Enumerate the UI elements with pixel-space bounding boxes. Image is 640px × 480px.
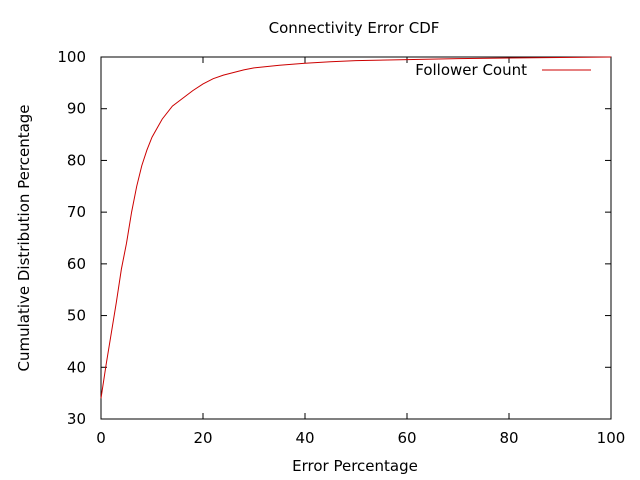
y-tick-label: 90 [67,100,86,118]
axis-ticks [100,56,612,420]
series-group [100,56,612,399]
x-tick-label: 80 [499,429,518,447]
x-tick-label: 0 [96,429,106,447]
plot-frame [100,56,612,420]
x-tick-label: 20 [193,429,212,447]
axis-tick-labels: 0 20 40 60 80 100 30 40 50 60 70 80 90 100 [57,48,625,447]
x-tick-label: 60 [397,429,416,447]
x-axis-label: Error Percentage [292,457,418,475]
x-tick-label: 40 [295,429,314,447]
legend: Follower Count [415,61,591,79]
y-tick-label: 70 [67,203,86,221]
y-tick-label: 60 [67,255,86,273]
x-tick-label: 100 [597,429,626,447]
series-line-follower-count [100,56,612,399]
y-tick-label: 40 [67,358,86,376]
chart-title: Connectivity Error CDF [269,19,440,37]
y-tick-label: 30 [67,410,86,428]
y-axis-label: Cumulative Distribution Percentage [15,104,33,371]
y-tick-label: 80 [67,151,86,169]
legend-label: Follower Count [415,61,527,79]
y-tick-label: 50 [67,307,86,325]
y-tick-label: 100 [57,48,86,66]
